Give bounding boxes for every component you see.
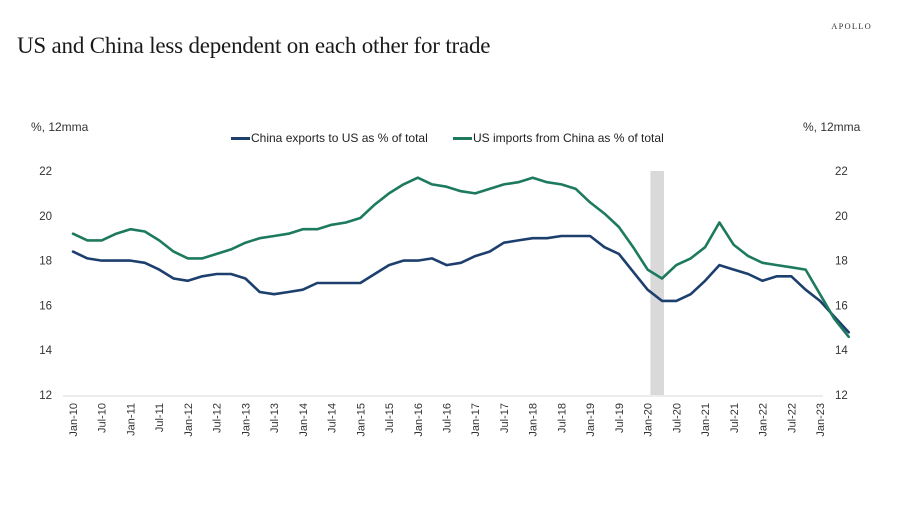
legend-label-us-imports: US imports from China as % of total (473, 131, 664, 145)
y-axis-label-right: %, 12mma (803, 120, 861, 134)
x-tick-label: Jul-16 (441, 403, 453, 433)
x-tick-label: Jan-14 (298, 403, 310, 437)
y-tick-label-right: 22 (835, 166, 848, 178)
y-tick-label-left: 20 (39, 211, 52, 223)
legend-label-china-exports: China exports to US as % of total (251, 131, 428, 145)
x-tick-label: Jan-22 (758, 403, 770, 437)
chart-title: US and China less dependent on each othe… (17, 33, 491, 58)
x-tick-label: Jul-22 (786, 403, 798, 433)
brand-logo: APOLLO (831, 21, 872, 31)
y-tick-label-right: 12 (835, 390, 848, 402)
x-tick-label: Jan-23 (815, 403, 827, 437)
y-ticks-left: 12 14 16 18 20 22 (39, 166, 52, 402)
x-tick-label: Jan-18 (528, 403, 540, 437)
x-tick-label: Jul-14 (327, 403, 339, 433)
y-tick-label-right: 16 (835, 300, 848, 312)
x-tick-label: Jan-13 (240, 403, 252, 437)
x-tick-label: Jul-10 (97, 403, 109, 433)
x-tick-label: Jan-21 (700, 403, 712, 437)
y-tick-label-right: 14 (835, 345, 848, 357)
x-tick-label: Jul-17 (499, 403, 511, 433)
x-tick-label: Jan-10 (68, 403, 80, 437)
y-tick-label-left: 16 (39, 300, 52, 312)
y-ticks-right: 12 14 16 18 20 22 (835, 166, 848, 402)
x-tick-label: Jul-20 (671, 403, 683, 433)
legend-item-china-exports: China exports to US as % of total (231, 131, 428, 145)
x-tick-label: Jan-17 (470, 403, 482, 437)
x-tick-label: Jan-16 (413, 403, 425, 437)
y-tick-label-right: 20 (835, 211, 848, 223)
y-tick-label-right: 18 (835, 256, 848, 268)
legend: China exports to US as % of total US imp… (0, 131, 900, 147)
y-axis-label-left: %, 12mma (31, 120, 89, 134)
x-tick-label: Jan-12 (183, 403, 195, 437)
x-tick-label: Jul-15 (384, 403, 396, 433)
x-tick-label: Jan-20 (643, 403, 655, 437)
y-tick-label-left: 22 (39, 166, 52, 178)
y-tick-label-left: 18 (39, 256, 52, 268)
legend-swatch-us-imports (453, 136, 472, 140)
series-line-china-exports (71, 234, 850, 334)
shaded-region-covid (650, 171, 664, 395)
legend-swatch-china-exports (231, 136, 250, 140)
legend-item-us-imports: US imports from China as % of total (453, 131, 664, 145)
y-tick-label-left: 14 (39, 345, 52, 357)
x-tick-label: Jul-11 (154, 403, 166, 432)
shaded-region-layer (650, 171, 664, 395)
x-tick-label: Jan-11 (125, 403, 137, 436)
x-tick-label: Jul-12 (212, 403, 224, 433)
x-tick-label: Jul-13 (269, 403, 281, 433)
y-tick-label-left: 12 (39, 390, 52, 402)
series-line-us-imports (71, 176, 850, 339)
x-tick-label: Jul-19 (614, 403, 626, 433)
x-tick-label: Jul-18 (556, 403, 568, 433)
x-ticks: Jan-10 Jul-10 Jan-11 Jul-11 Jan-12 Jul-12 Jan-… (68, 403, 827, 437)
x-tick-label: Jan-19 (585, 403, 597, 437)
x-tick-label: Jul-21 (729, 403, 741, 433)
series-layer (71, 176, 850, 339)
x-tick-label: Jan-15 (355, 403, 367, 437)
